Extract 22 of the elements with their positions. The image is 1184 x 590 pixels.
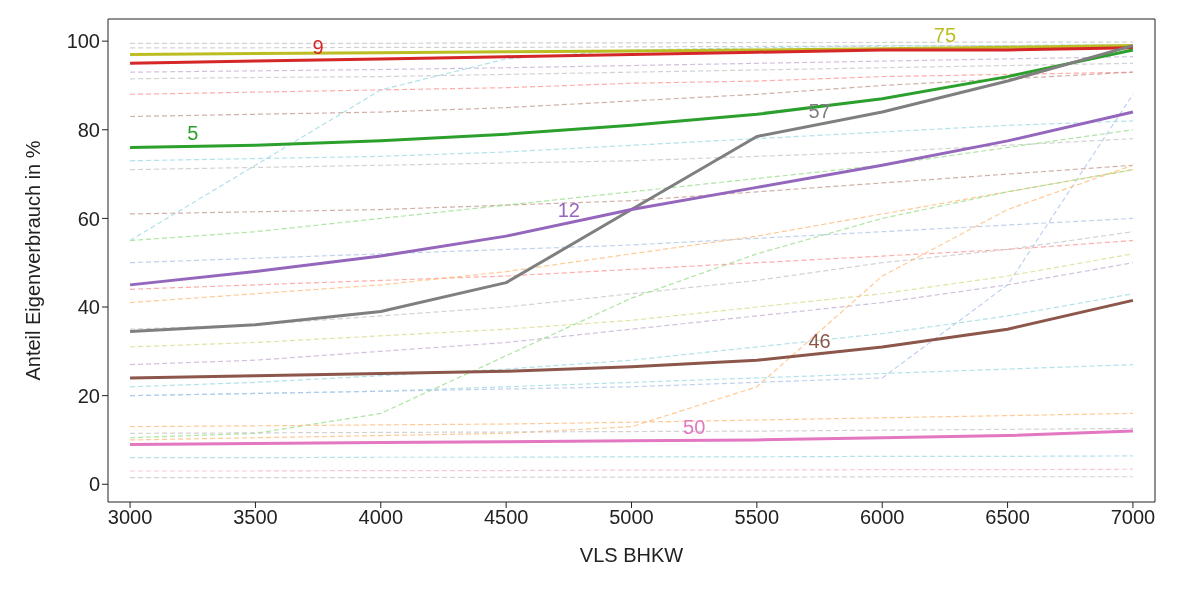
y-tick-label: 100 — [66, 30, 100, 53]
x-tick-label: 5500 — [734, 506, 780, 529]
series-label: 46 — [808, 329, 831, 352]
y-tick-label: 20 — [77, 384, 100, 407]
series-label: 12 — [557, 198, 580, 221]
x-tick-label: 3500 — [233, 506, 278, 529]
y-axis-title: Anteil Eigenverbrauch in % — [22, 140, 45, 381]
y-tick-label: 60 — [77, 207, 100, 230]
series-label: 5 — [187, 122, 199, 145]
y-tick-label: 80 — [77, 118, 100, 141]
y-tick-label: 40 — [77, 296, 100, 319]
x-tick-label: 6500 — [985, 506, 1030, 529]
x-tick-label: 7000 — [1110, 506, 1156, 529]
y-tick-label: 0 — [88, 473, 100, 496]
x-tick-label: 4500 — [483, 506, 529, 529]
x-tick-label: 4000 — [358, 506, 404, 529]
x-tick-label: 6000 — [859, 506, 905, 529]
series-label: 75 — [933, 24, 957, 47]
series-label: 50 — [683, 416, 706, 439]
x-tick-label: 3000 — [107, 506, 153, 529]
x-tick-label: 5000 — [609, 506, 654, 529]
x-axis-title: VLS BHKW — [579, 544, 684, 566]
